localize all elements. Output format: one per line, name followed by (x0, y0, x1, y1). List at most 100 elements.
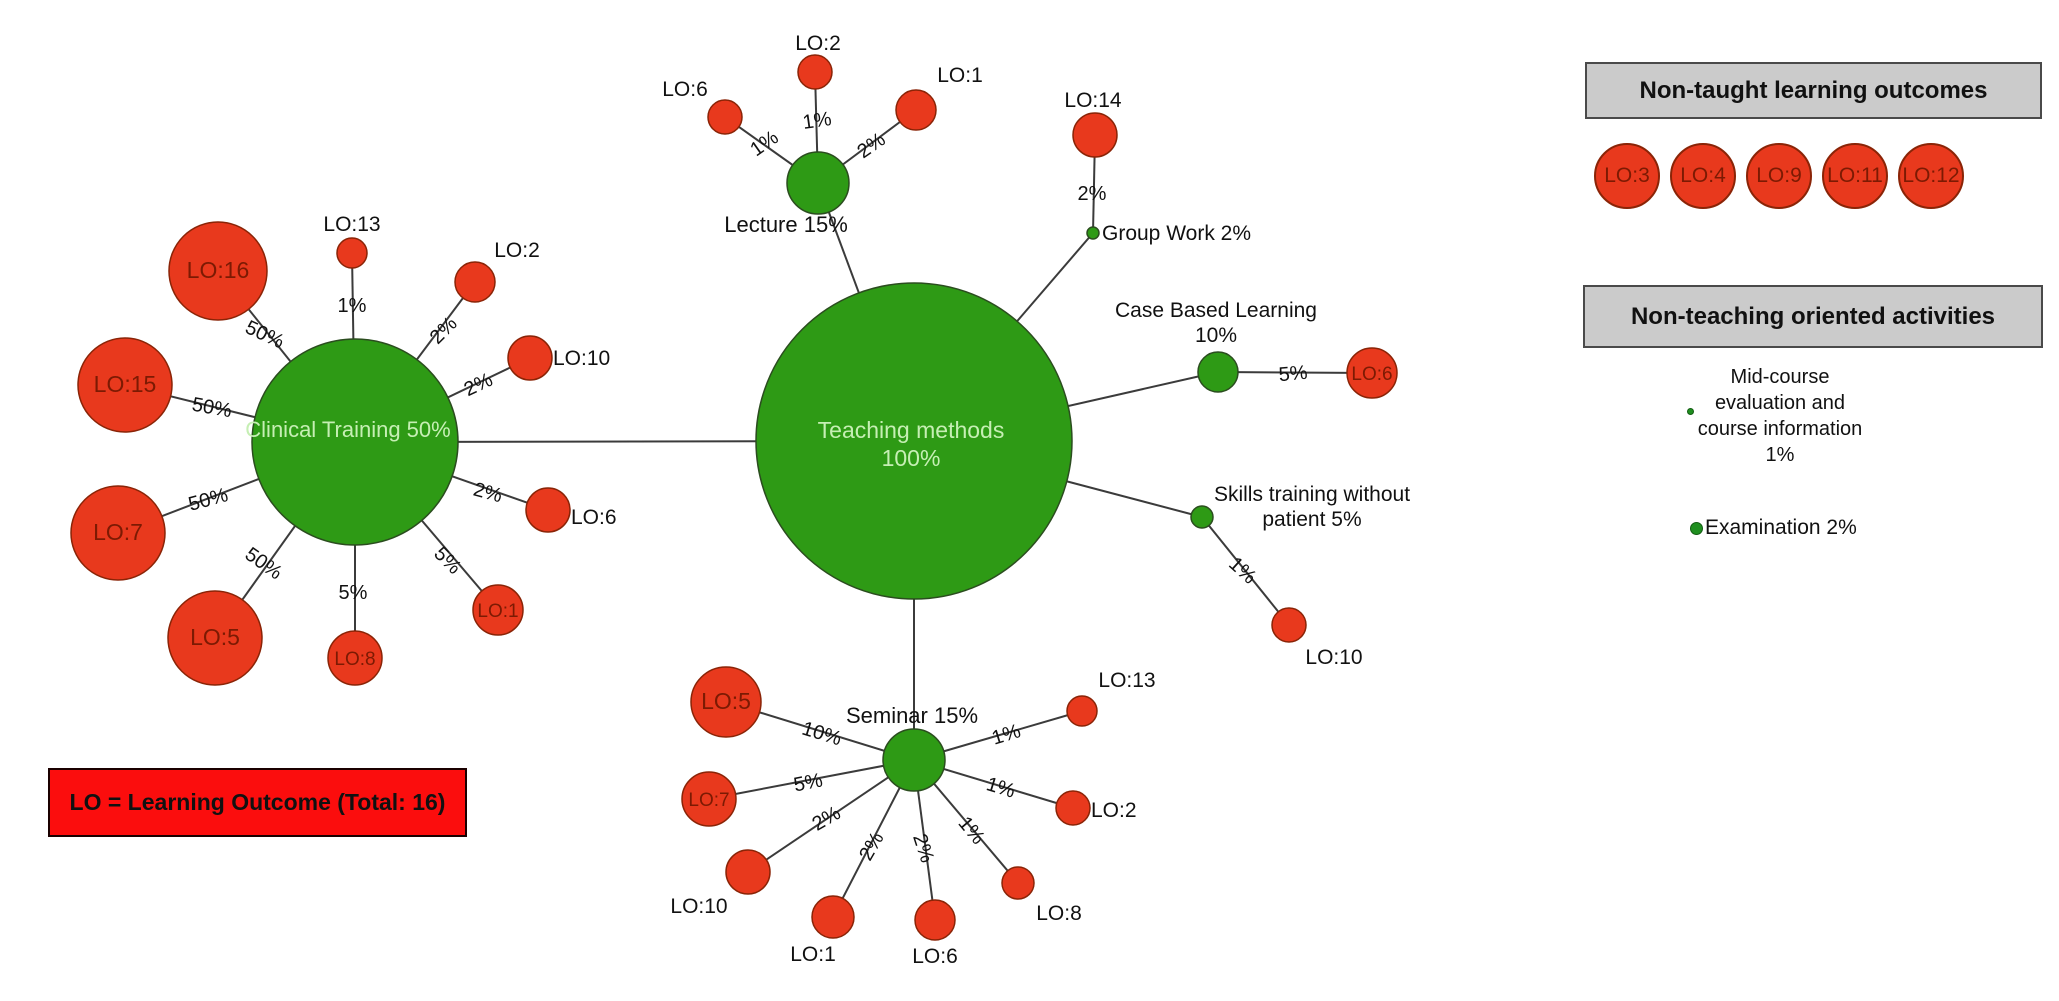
satellite-label-clinical-lo6: LO:6 (571, 506, 617, 529)
satellite-lecture-lo2 (797, 54, 833, 90)
hub-label-casebased: 10% (1195, 324, 1237, 347)
hub-clinical (251, 338, 459, 546)
satellite-label-seminar-lo6: LO:6 (912, 945, 958, 968)
satellite-seminar-lo6 (914, 899, 956, 941)
edge-percent-clinical-lo6: 2% (471, 479, 505, 508)
non-taught-lo-row: LO:3 LO:4 LO:9 LO:11 LO:12 (1594, 143, 1964, 209)
satellite-label-clinical-lo15: LO:15 (94, 371, 157, 397)
lo-footnote-text: LO = Learning Outcome (Total: 16) (69, 789, 446, 815)
node-layer (70, 54, 1398, 941)
non-taught-legend-header: Non-taught learning outcomes (1585, 62, 2042, 119)
edge-percent-clinical-lo8: 5% (339, 582, 368, 604)
non-taught-lo-lo12: LO:12 (1898, 143, 1964, 209)
hub-lecture (786, 151, 850, 215)
edge-percent-seminar-lo6: 2% (908, 831, 938, 865)
lo-footnote-box: LO = Learning Outcome (Total: 16) (48, 768, 467, 837)
non-teaching-legend-title: Non-teaching oriented activities (1630, 303, 1996, 330)
hub-label-teaching: 100% (882, 445, 941, 471)
edge-percent-lecture-lo6: 1% (746, 126, 782, 161)
satellite-clinical-lo13 (336, 237, 368, 269)
midcourse-node-dot (1687, 408, 1694, 415)
non-taught-lo-lo9: LO:9 (1746, 143, 1812, 209)
midcourse-line-3: course information (1697, 418, 1863, 440)
edge-percent-groupwork-lo14: 2% (1078, 183, 1107, 205)
edge-skills-lo10 (1201, 516, 1290, 626)
non-taught-lo-lo4: LO:4 (1670, 143, 1736, 209)
hub-seminar (882, 728, 946, 792)
satellite-label-clinical-lo10: LO:10 (553, 347, 610, 370)
satellite-label-lecture-lo6: LO:6 (662, 78, 708, 101)
satellite-label-clinical-lo16: LO:16 (187, 257, 250, 283)
satellite-label-clinical-lo8: LO:8 (334, 649, 375, 670)
satellite-label-clinical-lo5: LO:5 (190, 624, 240, 650)
satellite-label-seminar-lo1: LO:1 (790, 943, 836, 966)
edge-percent-clinical-lo15: 50% (190, 394, 233, 423)
examination-item: Examination 2% (1690, 516, 1857, 540)
satellite-label-seminar-lo5: LO:5 (701, 688, 751, 714)
satellite-label-seminar-lo8: LO:8 (1036, 902, 1082, 925)
edge-percent-casebased-lo6: 5% (1278, 362, 1309, 386)
edge-percent-clinical-lo5: 50% (241, 543, 287, 584)
non-taught-legend-title: Non-taught learning outcomes (1639, 77, 1988, 104)
midcourse-line-1: Mid-course (1730, 366, 1830, 388)
hub-label-seminar: Seminar 15% (846, 703, 978, 728)
satellite-label-lecture-lo1: LO:1 (937, 64, 983, 87)
edge-percent-seminar-lo2: 1% (984, 773, 1018, 803)
midcourse-line-4: 1% (1765, 444, 1795, 466)
satellite-clinical-lo15 (77, 337, 173, 433)
satellite-clinical-lo2 (454, 261, 496, 303)
satellite-lecture-lo1 (895, 89, 937, 131)
satellite-seminar-lo1 (811, 895, 855, 939)
satellite-label-skills-lo10: LO:10 (1305, 646, 1362, 669)
edge-seminar-lo10 (747, 759, 915, 873)
midcourse-item: Mid-course evaluation and course informa… (1660, 364, 1900, 468)
satellite-seminar-lo8 (1001, 866, 1035, 900)
satellite-clinical-lo7 (70, 485, 166, 581)
examination-node-dot (1690, 521, 1703, 535)
satellite-clinical-lo6 (525, 487, 571, 533)
hub-skills (1190, 505, 1214, 529)
hub-label-groupwork: Group Work 2% (1102, 222, 1251, 245)
non-teaching-legend-header: Non-teaching oriented activities (1583, 285, 2043, 348)
hub-label-skills: Skills training without (1214, 483, 1410, 506)
hub-groupwork (1086, 226, 1100, 240)
satellite-label-casebased-lo6: LO:6 (1351, 364, 1392, 385)
satellite-label-seminar-lo10: LO:10 (670, 895, 727, 918)
edge-percent-seminar-lo7: 5% (792, 769, 825, 796)
hub-label-casebased: Case Based Learning (1115, 299, 1317, 322)
satellite-clinical-lo8 (327, 630, 383, 686)
satellite-seminar-lo13 (1066, 695, 1098, 727)
edge-percent-clinical-lo1: 5% (429, 543, 465, 579)
hub-label-lecture: Lecture 15% (724, 212, 848, 237)
edge-percent-seminar-lo5: 10% (799, 718, 844, 751)
satellite-label-seminar-lo2: LO:2 (1091, 799, 1137, 822)
satellite-seminar-lo10 (725, 849, 771, 895)
satellite-casebased-lo6 (1346, 347, 1398, 399)
satellite-clinical-lo5 (167, 590, 263, 686)
edge-percent-lecture-lo2: 1% (801, 108, 833, 134)
satellite-label-clinical-lo1: LO:1 (477, 601, 518, 622)
hub-casebased (1197, 351, 1239, 393)
hub-teaching (755, 282, 1073, 600)
hub-label-clinical: Clinical Training 50% (245, 417, 450, 442)
hub-label-teaching: Teaching methods (818, 417, 1005, 443)
edge-percent-clinical-lo10: 2% (461, 369, 497, 401)
satellite-label-clinical-lo7: LO:7 (93, 519, 143, 545)
midcourse-line-2: evaluation and (1714, 392, 1846, 414)
satellite-label-seminar-lo7: LO:7 (688, 790, 729, 811)
edge-percent-seminar-lo13: 1% (989, 720, 1023, 750)
edge-percent-seminar-lo10: 2% (808, 802, 844, 836)
non-taught-lo-lo3: LO:3 (1594, 143, 1660, 209)
non-taught-lo-lo11: LO:11 (1822, 143, 1888, 209)
satellite-groupwork-lo14 (1072, 112, 1118, 158)
satellite-label-clinical-lo2: LO:2 (494, 239, 540, 262)
satellite-seminar-lo5 (690, 666, 762, 738)
satellite-label-seminar-lo13: LO:13 (1098, 669, 1155, 692)
satellite-label-lecture-lo2: LO:2 (795, 32, 841, 55)
edge-percent-clinical-lo2: 2% (426, 313, 462, 349)
examination-label: Examination 2% (1705, 516, 1857, 539)
satellite-clinical-lo1 (472, 584, 524, 636)
satellite-skills-lo10 (1271, 607, 1307, 643)
